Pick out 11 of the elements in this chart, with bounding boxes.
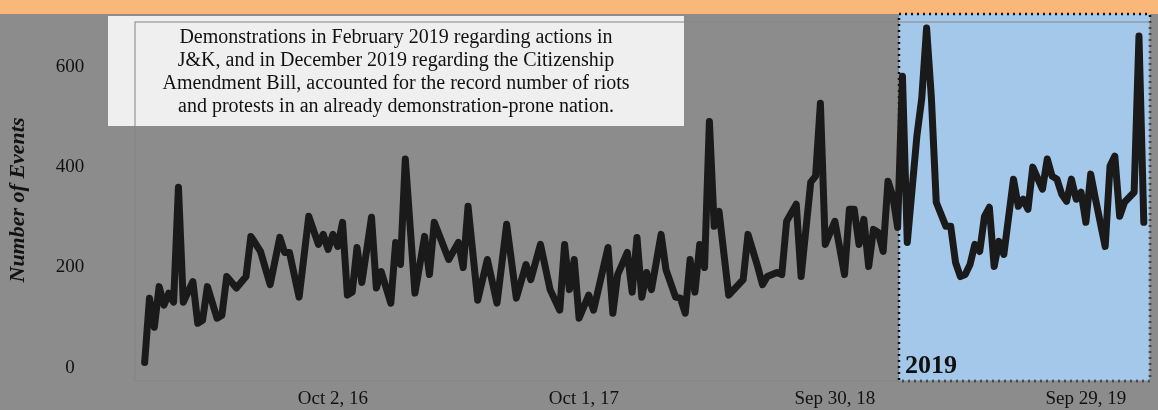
band-label: 2019: [905, 350, 958, 379]
y-tick-label: 400: [55, 154, 85, 176]
x-tick-label: Oct 2, 16: [297, 387, 368, 408]
y-tick-label: 600: [55, 54, 85, 76]
annotation: Demonstrations in February 2019 regarding actions in J&K, and in December 2019 regarding the Citizenship Amendment Bill, accounted for the record number of riots and protests in an already demonstration-prone nation.: [162, 25, 630, 117]
y-tick-label: 200: [55, 255, 85, 277]
x-tick-label: Sep 30, 18: [794, 387, 876, 408]
x-tick-label: Sep 29, 19: [1045, 387, 1127, 408]
x-tick-label: Oct 1, 17: [548, 387, 619, 408]
y-tick-label: 0: [65, 355, 75, 377]
y-axis-title: Number of Events: [4, 117, 29, 284]
